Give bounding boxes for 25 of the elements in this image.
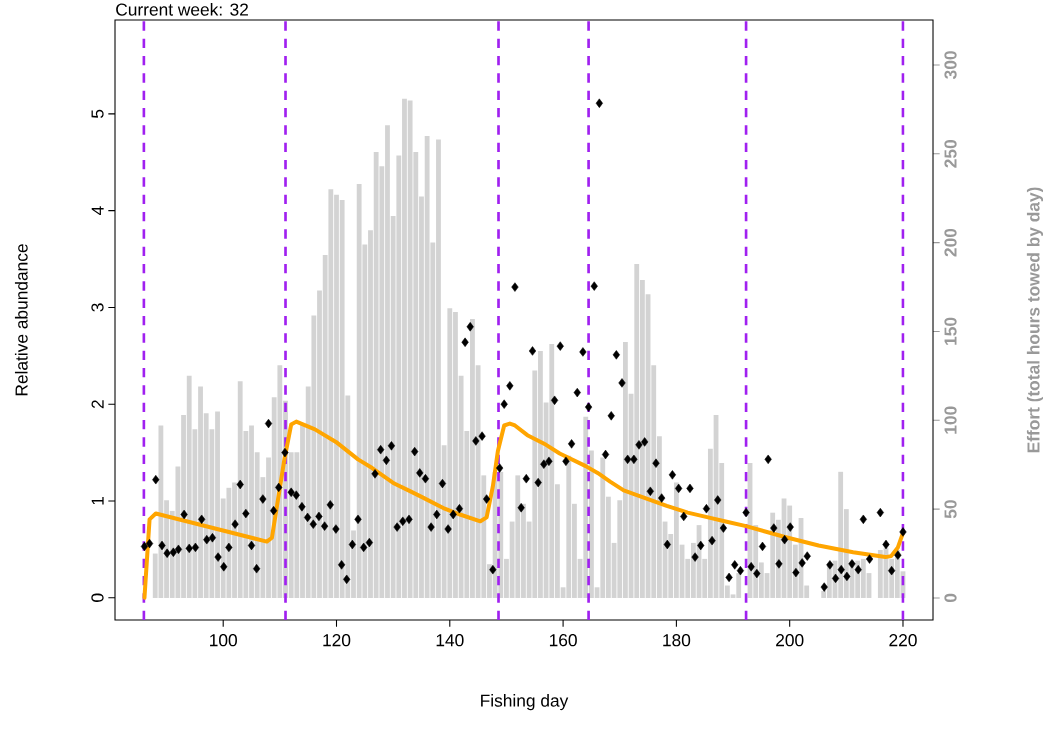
y2-tick-label: 200: [944, 228, 957, 257]
y-axis-title: Relative abundance: [14, 244, 28, 396]
y2-tick-label: 300: [944, 51, 957, 80]
y-tick-label: 1: [91, 496, 104, 505]
y2-tick-label: 100: [944, 406, 957, 434]
x-axis-title: Fishing day: [481, 694, 569, 711]
x-tick-label: 180: [663, 634, 691, 647]
x-tick-label: 160: [549, 634, 577, 647]
y-tick-label: 4: [91, 206, 104, 216]
x-tick-label: 140: [436, 634, 464, 647]
y2-tick-label: 0: [944, 593, 957, 603]
y2-tick-label: 250: [944, 140, 957, 168]
line-series: [142, 419, 905, 600]
y-tick-label: 3: [91, 303, 104, 312]
x-tick-label: 100: [210, 634, 237, 647]
x-tick-label: 200: [776, 634, 804, 647]
y-tick-label: 2: [91, 400, 104, 409]
y2-tick-label: 50: [944, 500, 957, 519]
y2-tick-label: 150: [944, 317, 957, 345]
y2-axis-title: Effort (total hours towed by day): [1026, 187, 1043, 453]
y-tick-label: 5: [91, 109, 104, 118]
x-tick-label: 120: [323, 634, 351, 647]
y-tick-label: 0: [91, 593, 104, 602]
x-tick-label: 220: [889, 634, 917, 647]
chart-title: Current week: 32: [116, 2, 248, 16]
